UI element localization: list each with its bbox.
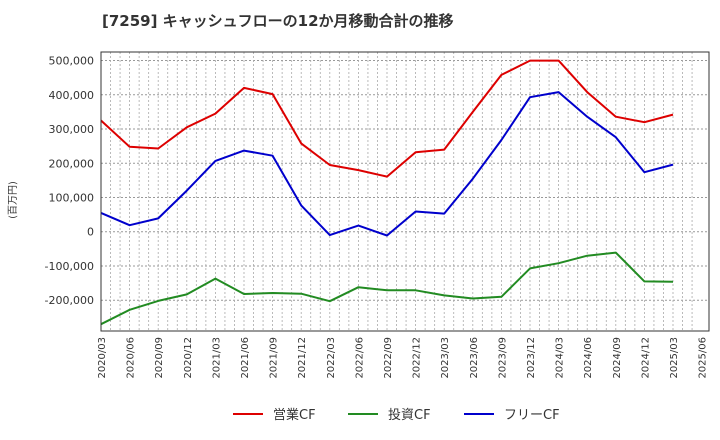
x-tick-label: 2021/06 [240,337,251,379]
x-tick-label: 2025/06 [698,337,709,379]
legend-label-0: 営業CF [273,407,316,423]
legend: 営業CF 投資CF フリーCF [233,407,560,423]
y-tick-label: 200,000 [49,157,95,170]
y-tick-label: -200,000 [45,294,94,307]
series-line-1 [100,251,674,326]
x-tick-label: 2022/06 [354,337,365,379]
legend-label-2: フリーCF [504,408,560,423]
y-tick-label: 300,000 [49,123,95,136]
x-tick-label: 2020/06 [126,337,137,379]
chart-title: [7259] キャッシュフローの12か月移動合計の推移 [102,12,454,30]
x-tick-label: 2021/09 [269,337,280,379]
series-line-2 [100,91,674,237]
plot-frame [100,51,710,332]
x-tick-label: 2020/12 [183,337,194,379]
x-tick-label: 2023/09 [497,337,508,379]
y-tick-label: 500,000 [49,55,95,68]
y-axis-ticks: 500,000 400,000 300,000 200,000 100,000 0 -100… [45,55,94,308]
y-tick-label: -100,000 [45,260,94,273]
x-tick-label: 2023/03 [440,337,451,379]
x-tick-label: 2025/03 [669,337,680,379]
x-tick-label: 2024/03 [555,337,566,379]
x-tick-label: 2022/03 [326,337,337,379]
x-tick-label: 2024/06 [583,337,594,379]
x-tick-label: 2024/09 [612,337,623,379]
x-tick-label: 2020/03 [97,337,108,379]
y-tick-label: 400,000 [49,89,95,102]
y-tick-label: 0 [87,226,94,239]
x-tick-label: 2022/12 [412,337,423,379]
y-tick-label: 100,000 [49,191,95,204]
y-axis-label: (百万円) [7,181,19,219]
x-tick-label: 2022/09 [383,337,394,379]
plot-background [101,52,709,331]
series-line-0 [100,59,674,178]
x-tick-label: 2023/12 [526,337,537,379]
x-tick-label: 2021/12 [297,337,308,379]
legend-label-1: 投資CF [388,407,431,423]
x-tick-label: 2021/03 [211,337,222,379]
x-tick-label: 2020/09 [154,337,165,379]
x-tick-label: 2023/06 [469,337,480,379]
x-tick-label: 2024/12 [640,337,651,379]
series-lines [100,59,674,326]
x-axis-ticks: 2020/03 2020/06 2020/09 2020/12 2021/03 2021/… [97,337,709,379]
